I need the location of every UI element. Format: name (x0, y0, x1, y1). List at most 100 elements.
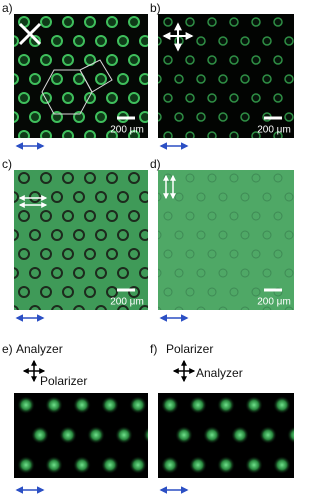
droplet (18, 172, 30, 184)
droplet (158, 268, 162, 278)
droplet (0, 173, 7, 183)
domain-spot (17, 396, 35, 414)
droplet (0, 211, 7, 221)
droplet (95, 267, 107, 279)
droplet (240, 230, 250, 240)
droplet (229, 173, 239, 183)
droplet (158, 230, 162, 240)
domain-spot (129, 456, 147, 474)
domain-spot (143, 426, 148, 444)
scale-label: 200 μm (110, 125, 144, 136)
droplet (262, 192, 272, 202)
droplet (163, 93, 173, 103)
droplet (95, 111, 107, 123)
droplet (273, 17, 283, 27)
droplet (273, 55, 283, 65)
polarizer-axes-icon (22, 359, 46, 383)
droplet (196, 74, 206, 84)
droplet (139, 111, 148, 123)
domain-spot (245, 456, 263, 474)
droplet (62, 210, 74, 222)
droplet (284, 74, 294, 84)
domain-spot (273, 456, 291, 474)
droplet (218, 112, 228, 122)
domain-spot (273, 396, 291, 414)
droplet (218, 36, 228, 46)
droplet (229, 249, 239, 259)
pattern (0, 16, 148, 141)
droplet (84, 16, 96, 28)
droplet (229, 93, 239, 103)
droplet (158, 112, 162, 122)
droplet (139, 229, 148, 241)
droplet (40, 16, 52, 28)
droplet (174, 74, 184, 84)
droplet (84, 172, 96, 184)
droplet (196, 192, 206, 202)
droplet (163, 287, 173, 297)
droplet (95, 305, 107, 310)
droplet (117, 35, 129, 47)
domain-spot (73, 456, 91, 474)
droplet (117, 305, 129, 310)
droplet (241, 151, 249, 159)
droplet (218, 306, 228, 310)
droplet (218, 74, 228, 84)
droplet (219, 151, 227, 159)
droplet (29, 229, 41, 241)
droplet (185, 173, 195, 183)
droplet (84, 248, 96, 260)
droplet (106, 248, 118, 260)
droplet (84, 210, 96, 222)
droplet (185, 55, 195, 65)
droplet (62, 172, 74, 184)
domain-spot (45, 456, 63, 474)
droplet (158, 306, 162, 310)
droplet (51, 229, 63, 241)
droplet (40, 92, 52, 104)
droplet (240, 192, 250, 202)
figure: 200 μm 200 μm 200 μm 200 μm a) b) c) d) … (0, 1, 294, 494)
panel-label: d) (150, 157, 161, 171)
droplet (175, 151, 183, 159)
droplet (0, 249, 7, 259)
droplet (51, 267, 63, 279)
droplet (262, 306, 272, 310)
droplet (128, 172, 140, 184)
droplet (40, 130, 52, 138)
droplet (106, 210, 118, 222)
droplet (251, 17, 261, 27)
droplet (18, 54, 30, 66)
domain-spot (161, 396, 179, 414)
droplet (163, 55, 173, 65)
droplet (229, 17, 239, 27)
droplet (207, 287, 217, 297)
droplet (207, 131, 217, 138)
droplet (73, 229, 85, 241)
domain-spot (161, 456, 179, 474)
droplet (251, 249, 261, 259)
droplet (139, 191, 148, 203)
droplet (18, 286, 30, 298)
droplet (62, 248, 74, 260)
droplet (62, 130, 74, 138)
droplet (0, 131, 7, 141)
droplet (273, 211, 283, 221)
droplet (240, 36, 250, 46)
droplet (139, 267, 148, 279)
domain-spot (287, 426, 294, 444)
droplet (128, 130, 140, 138)
droplet (128, 286, 140, 298)
droplet (207, 55, 217, 65)
droplet (207, 211, 217, 221)
droplet (117, 191, 129, 203)
domain-spot (189, 456, 207, 474)
droplet (284, 306, 294, 310)
domain-spot (203, 426, 221, 444)
droplet (251, 287, 261, 297)
analyzer-label: Analyzer (196, 366, 243, 380)
droplet (207, 249, 217, 259)
droplet (229, 287, 239, 297)
droplet (117, 229, 129, 241)
hexagon-overlay (41, 59, 113, 115)
